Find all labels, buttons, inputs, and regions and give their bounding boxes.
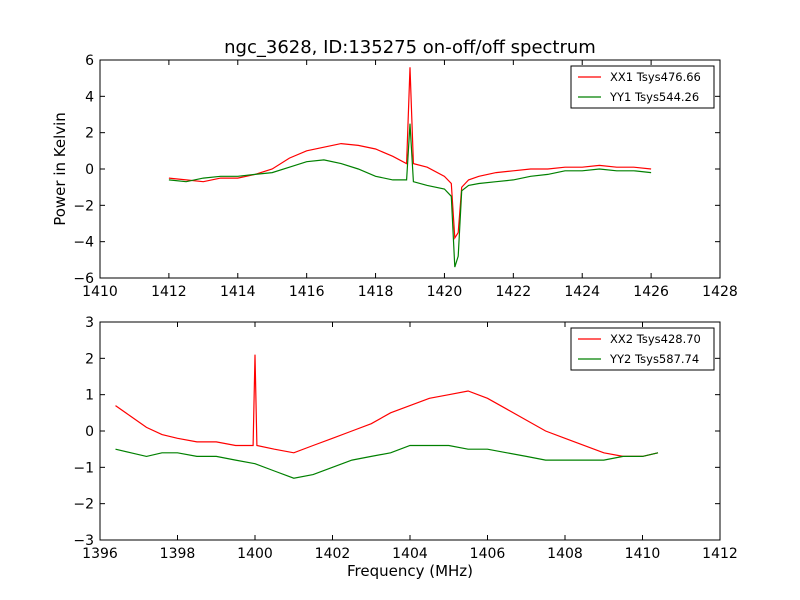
top-x-tick-label: 1428 [702, 284, 738, 300]
top-legend [570, 65, 715, 109]
top-x-tick-label: 1420 [427, 284, 463, 300]
top-x-tick-label: 1414 [220, 284, 256, 300]
top-y-tick-label: 4 [85, 89, 94, 105]
top-y-tick-label: −2 [73, 198, 94, 214]
top-x-tick-label: 1418 [358, 284, 394, 300]
bottom-y-tick-label: −3 [73, 533, 94, 549]
top-legend-label-2: YY1 Tsys544.26 [609, 90, 699, 104]
bottom-x-tick-label: 1396 [82, 546, 118, 562]
bottom-x-tick-label: 1410 [625, 546, 661, 562]
top-series-line-1 [168, 67, 652, 240]
top-y-tick-label: 2 [85, 126, 94, 142]
bottom-series-line-1 [115, 354, 659, 457]
top-x-tick-label: 1426 [633, 284, 669, 300]
bottom-x-tick-label: 1400 [237, 546, 273, 562]
top-y-axis-label: Power in Kelvin [51, 112, 69, 226]
top-x-tick-label: 1410 [82, 284, 118, 300]
top-y-tick-label: 6 [85, 53, 94, 69]
top-x-tick-label: 1416 [289, 284, 325, 300]
bottom-x-tick-label: 1402 [315, 546, 351, 562]
bottom-x-tick-label: 1398 [160, 546, 196, 562]
bottom-y-tick-label: −2 [73, 497, 94, 513]
bottom-legend-label-1: XX2 Tsys428.70 [610, 332, 701, 346]
top-x-tick-label: 1422 [496, 284, 532, 300]
bottom-x-tick-label: 1406 [470, 546, 506, 562]
bottom-y-tick-label: −1 [73, 460, 94, 476]
bottom-legend-label-2: YY2 Tsys587.74 [609, 352, 699, 366]
top-chart-title: ngc_3628, ID:135275 on-off/off spectrum [224, 37, 596, 58]
top-legend-label-1: XX1 Tsys476.66 [610, 70, 701, 84]
bottom-y-tick-label: 2 [85, 351, 94, 367]
top-x-tick-label: 1424 [564, 284, 600, 300]
bottom-x-tick-label: 1408 [547, 546, 583, 562]
bottom-y-tick-label: 3 [85, 315, 94, 331]
top-y-tick-label: −6 [73, 271, 94, 287]
bottom-x-tick-label: 1412 [702, 546, 738, 562]
bottom-y-tick-label: 0 [85, 424, 94, 440]
top-x-tick-label: 1412 [151, 284, 187, 300]
bottom-x-axis-label: Frequency (MHz) [347, 562, 473, 580]
top-y-tick-label: −4 [73, 235, 94, 251]
bottom-spectrum-panel: Frequency (MHz) 1396 1398 1400 1402 1404 1406… [73, 315, 737, 580]
top-series-line-2 [168, 123, 652, 268]
bottom-series-line-2 [115, 444, 659, 479]
top-spectrum-panel: ngc_3628, ID:135275 on-off/off spectrum … [51, 37, 738, 300]
bottom-x-tick-label: 1404 [392, 546, 428, 562]
bottom-y-tick-label: 1 [85, 388, 94, 404]
top-y-tick-label: 0 [85, 162, 94, 178]
bottom-legend [570, 327, 715, 371]
